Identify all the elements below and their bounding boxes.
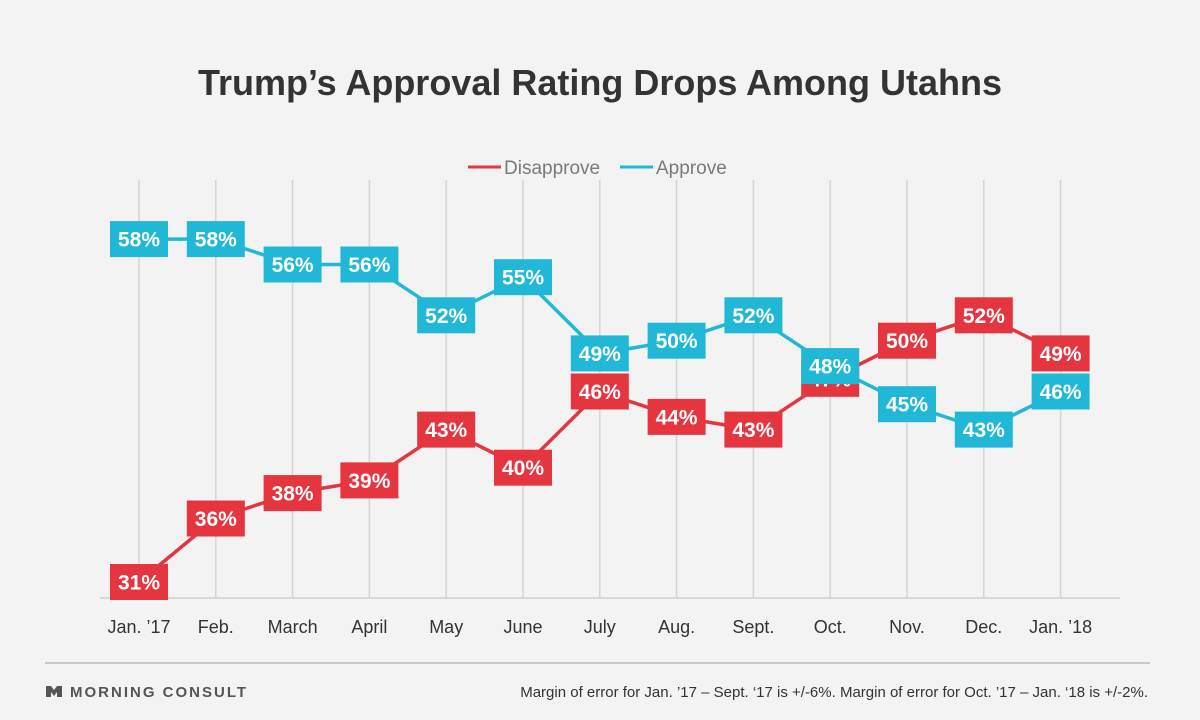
point-label-approve-7: 50% bbox=[656, 330, 698, 353]
point-approve-3: 56% bbox=[340, 246, 399, 283]
point-box-approve-11 bbox=[954, 411, 1013, 448]
point-disapprove-11: 52% bbox=[954, 297, 1013, 334]
x-tick-label-0: Jan. ’17 bbox=[107, 617, 170, 637]
point-label-disapprove-6: 46% bbox=[579, 381, 621, 404]
point-box-disapprove-5 bbox=[494, 449, 552, 486]
point-box-approve-1 bbox=[186, 221, 245, 258]
point-approve-9: 48% bbox=[801, 348, 860, 385]
point-box-disapprove-8 bbox=[724, 411, 783, 448]
point-label-approve-6: 49% bbox=[579, 343, 621, 366]
point-box-disapprove-3 bbox=[340, 462, 399, 499]
point-label-disapprove-5: 40% bbox=[502, 457, 544, 480]
point-box-disapprove-1 bbox=[186, 500, 245, 537]
point-box-approve-7 bbox=[647, 322, 706, 359]
point-label-disapprove-12: 49% bbox=[1040, 343, 1082, 366]
point-box-disapprove-7 bbox=[647, 398, 706, 435]
point-box-approve-6 bbox=[570, 335, 629, 372]
point-box-disapprove-2 bbox=[263, 475, 322, 512]
point-label-disapprove-4: 43% bbox=[425, 419, 467, 442]
x-tick-label-3: April bbox=[351, 617, 387, 637]
point-box-disapprove-12 bbox=[1031, 335, 1090, 372]
point-label-disapprove-11: 52% bbox=[963, 305, 1005, 328]
point-disapprove-1: 36% bbox=[186, 500, 245, 537]
point-box-disapprove-4 bbox=[417, 411, 476, 448]
point-label-approve-2: 56% bbox=[272, 254, 314, 277]
x-tick-label-5: June bbox=[503, 617, 542, 637]
point-label-approve-10: 45% bbox=[886, 394, 928, 417]
point-box-approve-10 bbox=[878, 386, 936, 423]
point-disapprove-6: 46% bbox=[570, 373, 629, 410]
point-label-disapprove-10: 50% bbox=[886, 330, 928, 353]
point-box-disapprove-11 bbox=[954, 297, 1013, 334]
point-approve-12: 46% bbox=[1031, 373, 1090, 410]
point-label-disapprove-1: 36% bbox=[195, 508, 237, 531]
point-disapprove-2: 38% bbox=[263, 475, 322, 512]
point-label-approve-3: 56% bbox=[348, 254, 390, 277]
x-tick-label-10: Nov. bbox=[889, 617, 925, 637]
point-approve-6: 49% bbox=[570, 335, 629, 372]
point-box-disapprove-0 bbox=[110, 564, 168, 600]
legend-label-0: Disapprove bbox=[504, 158, 600, 179]
morning-consult-logo-icon bbox=[46, 686, 62, 697]
point-label-approve-9: 48% bbox=[809, 356, 851, 379]
footer-note: Margin of error for Jan. ’17 – Sept. ‘17… bbox=[520, 684, 1148, 701]
point-label-approve-4: 52% bbox=[425, 305, 467, 328]
point-disapprove-8: 43% bbox=[724, 411, 783, 448]
point-label-disapprove-7: 44% bbox=[656, 406, 698, 429]
x-tick-label-9: Oct. bbox=[814, 617, 847, 637]
x-tick-label-8: Sept. bbox=[732, 617, 774, 637]
legend-label-1: Approve bbox=[656, 158, 727, 179]
point-label-approve-0: 58% bbox=[118, 229, 160, 252]
point-box-disapprove-6 bbox=[570, 373, 629, 410]
x-tick-label-12: Jan. ’18 bbox=[1029, 617, 1092, 637]
point-label-approve-11: 43% bbox=[963, 419, 1005, 442]
point-disapprove-4: 43% bbox=[417, 411, 476, 448]
x-axis-tick-labels: Jan. ’17 Feb. March April May June July Aug. Sep… bbox=[107, 617, 1092, 637]
point-labels: 31%36%38%39%43%40%46%44%43%47%50%52%49%5… bbox=[110, 221, 1090, 600]
point-box-approve-3 bbox=[340, 246, 399, 283]
legend: Disapprove Approve bbox=[468, 158, 727, 179]
x-tick-label-6: July bbox=[584, 617, 616, 637]
point-approve-1: 58% bbox=[186, 221, 245, 258]
point-label-approve-12: 46% bbox=[1040, 381, 1082, 404]
point-disapprove-5: 40% bbox=[494, 449, 552, 486]
point-box-approve-4 bbox=[417, 297, 476, 334]
point-disapprove-3: 39% bbox=[340, 462, 399, 499]
point-box-approve-5 bbox=[494, 259, 552, 296]
point-box-approve-9 bbox=[801, 348, 860, 385]
point-approve-11: 43% bbox=[954, 411, 1013, 448]
point-box-approve-2 bbox=[263, 246, 322, 283]
footer-brand: MORNING CONSULT bbox=[70, 684, 248, 701]
x-tick-label-11: Dec. bbox=[965, 617, 1002, 637]
point-label-disapprove-3: 39% bbox=[348, 470, 390, 493]
point-approve-0: 58% bbox=[110, 221, 168, 258]
point-disapprove-10: 50% bbox=[878, 322, 936, 359]
point-approve-8: 52% bbox=[724, 297, 783, 334]
point-approve-10: 45% bbox=[878, 386, 936, 423]
point-approve-4: 52% bbox=[417, 297, 476, 334]
chart-title: Trump’s Approval Rating Drops Among Utah… bbox=[198, 62, 1002, 103]
point-approve-2: 56% bbox=[263, 246, 322, 283]
point-label-approve-1: 58% bbox=[195, 229, 237, 252]
point-approve-7: 50% bbox=[647, 322, 706, 359]
x-tick-label-2: March bbox=[268, 617, 318, 637]
point-box-disapprove-10 bbox=[878, 322, 936, 359]
point-approve-5: 55% bbox=[494, 259, 552, 296]
point-box-approve-0 bbox=[110, 221, 168, 258]
x-tick-label-1: Feb. bbox=[198, 617, 234, 637]
point-box-approve-12 bbox=[1031, 373, 1090, 410]
point-label-disapprove-8: 43% bbox=[732, 419, 774, 442]
point-disapprove-0: 31% bbox=[110, 564, 168, 600]
point-label-approve-8: 52% bbox=[732, 305, 774, 328]
x-tick-label-4: May bbox=[429, 617, 463, 637]
point-label-disapprove-0: 31% bbox=[118, 572, 160, 595]
point-disapprove-7: 44% bbox=[647, 398, 706, 435]
point-label-disapprove-2: 38% bbox=[272, 483, 314, 506]
point-disapprove-12: 49% bbox=[1031, 335, 1090, 372]
point-label-approve-5: 55% bbox=[502, 267, 544, 290]
x-tick-label-7: Aug. bbox=[658, 617, 695, 637]
point-box-approve-8 bbox=[724, 297, 783, 334]
